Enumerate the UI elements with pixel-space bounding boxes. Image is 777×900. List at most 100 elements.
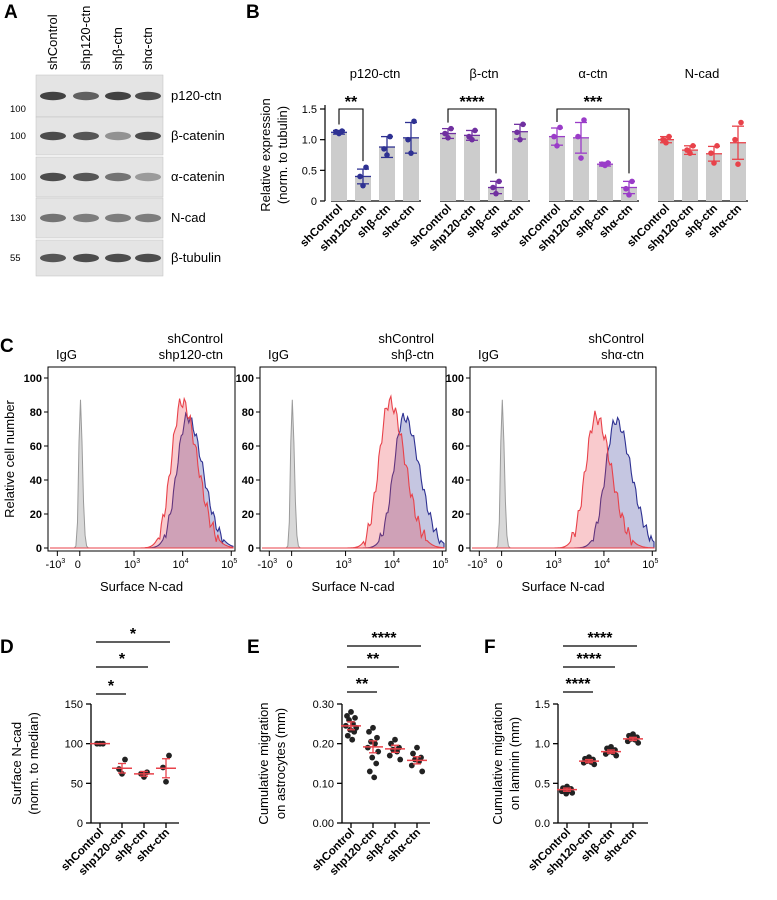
y-tick-label: 20: [452, 509, 464, 521]
data-point: [370, 724, 376, 731]
bar-chart-b: 0 0.5 1.0 1.5 Relative expression (norm. to t…: [258, 66, 748, 254]
y-tick-label: 100: [446, 373, 464, 385]
y-tick-label: 20: [30, 509, 42, 521]
significance-bracket: [556, 108, 630, 174]
data-point: [708, 150, 714, 156]
molecular-weight-label: 100: [10, 104, 26, 115]
y-axis-label: Relative expression: [258, 98, 273, 211]
blot-protein-label: β-catenin: [171, 128, 225, 143]
x-tick-label: 105: [221, 558, 237, 571]
lane-label: shp120-ctn: [78, 6, 93, 70]
data-point: [517, 136, 523, 143]
data-point: [375, 748, 382, 755]
data-point: [119, 770, 125, 777]
data-point: [116, 766, 122, 772]
data-point: [557, 124, 563, 131]
data-point: [163, 778, 169, 785]
knockdown-histogram: [262, 394, 445, 549]
data-point: [166, 752, 172, 759]
knockdown-histogram: [50, 396, 234, 549]
y-tick-label: 0.0: [535, 818, 550, 830]
data-point: [551, 133, 557, 140]
bar: [331, 132, 347, 201]
y-tick-label: 0: [77, 818, 83, 830]
significance-bracket: [338, 108, 364, 162]
panel-label-a: A: [4, 2, 18, 23]
data-point: [520, 121, 526, 128]
knockdown-histogram: [472, 410, 655, 549]
data-point: [735, 161, 741, 167]
group-title: β-ctn: [469, 66, 498, 81]
y-axis-label: Surface N-cad: [9, 722, 24, 805]
legend-knockdown: shα-ctn: [601, 347, 644, 362]
y-tick-label: 0.30: [313, 699, 334, 711]
blot-strip: [35, 116, 164, 156]
data-point: [514, 129, 520, 136]
legend-igg: IgG: [268, 347, 289, 362]
bar: [597, 164, 613, 201]
data-point: [666, 133, 672, 140]
y-tick-label: 150: [65, 699, 83, 711]
significance-stars: ****: [566, 676, 592, 693]
blot-band: [73, 172, 99, 182]
bar: [658, 139, 674, 201]
histogram-frame: [259, 366, 447, 552]
data-point: [344, 732, 351, 739]
blot-strip: [35, 197, 164, 239]
y-tick-label: 0: [36, 543, 42, 555]
y-tick-label: 0.5: [535, 778, 550, 790]
y-tick-label: 1.0: [302, 135, 317, 147]
bar: [464, 135, 480, 201]
group-title: N-cad: [685, 66, 720, 81]
y-tick-label: 60: [452, 441, 464, 453]
y-tick-label: 60: [242, 441, 254, 453]
data-point: [624, 738, 631, 745]
blot-band: [73, 91, 99, 101]
bar: [682, 150, 698, 201]
data-point: [684, 147, 690, 153]
lane-label: shβ-ctn: [110, 27, 125, 70]
blot-band: [135, 91, 161, 101]
data-point: [714, 143, 720, 149]
y-tick-label: 80: [30, 407, 42, 419]
data-point: [445, 135, 451, 141]
blot-strip: [35, 74, 164, 118]
data-point: [711, 160, 717, 166]
data-point: [366, 768, 373, 775]
data-point: [599, 161, 605, 167]
data-point: [419, 768, 426, 775]
panel-label-c: C: [0, 336, 14, 357]
data-point: [352, 714, 358, 721]
x-tick-label: 0: [287, 559, 293, 571]
data-point: [602, 751, 609, 757]
data-point: [690, 143, 696, 149]
data-point: [386, 752, 393, 759]
x-tick-label: -103: [467, 558, 487, 571]
data-point: [442, 130, 448, 137]
group-title: p120-ctn: [350, 66, 401, 81]
legend-control: shControl: [167, 331, 223, 346]
data-point: [408, 150, 414, 156]
significance-stars: ****: [372, 630, 398, 647]
y-tick-label: 100: [24, 373, 42, 385]
y-tick-label: 60: [30, 441, 42, 453]
data-point: [496, 178, 502, 185]
y-axis-label-2: on laminin (mm): [507, 717, 522, 810]
x-axis-label: Surface N-cad: [100, 579, 183, 594]
data-point: [635, 739, 642, 746]
blot-band: [105, 213, 131, 223]
data-point: [605, 160, 611, 166]
data-point: [411, 118, 417, 125]
blot-band: [40, 172, 66, 182]
blot-band: [73, 131, 99, 141]
x-tick-label: 103: [335, 558, 351, 571]
data-point: [392, 736, 398, 743]
data-point: [490, 184, 496, 191]
significance-stars: ****: [588, 630, 614, 647]
data-point: [448, 125, 454, 132]
data-point: [364, 744, 371, 751]
